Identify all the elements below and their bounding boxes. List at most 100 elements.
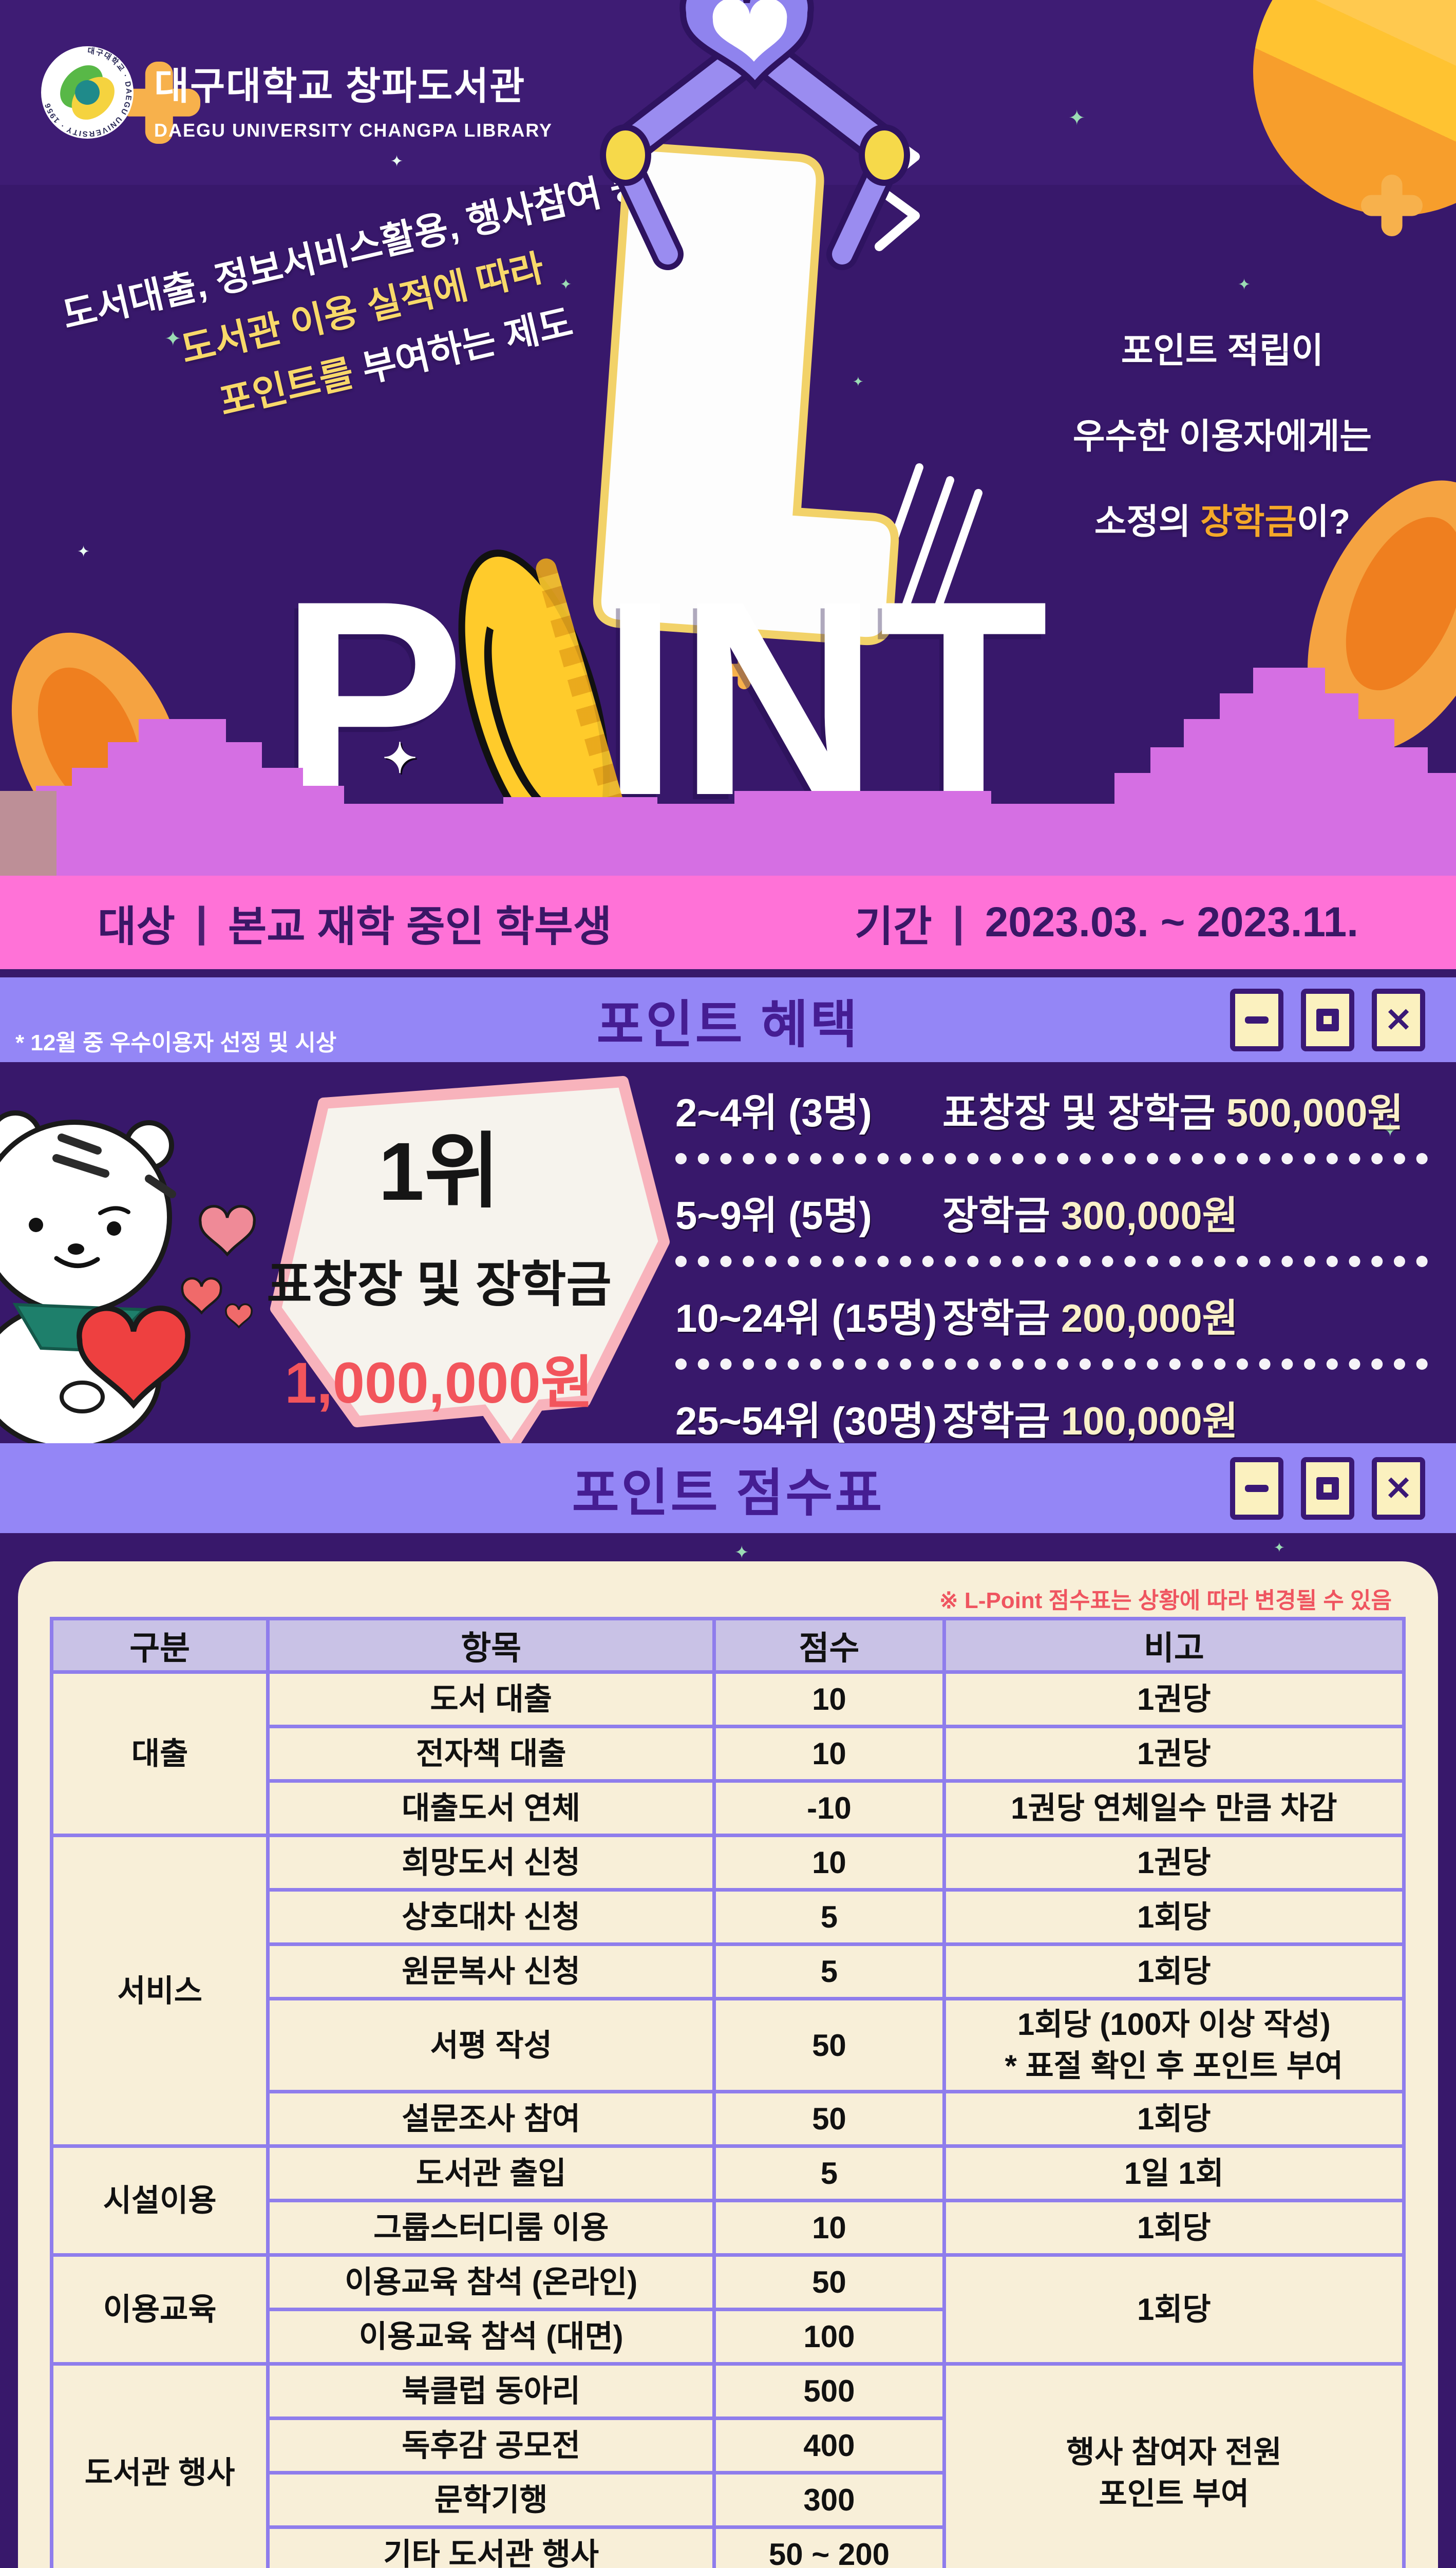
table-row: 설문조사 참여 50 1회당 [52,2090,1406,2148]
table-cell: 50 [712,2253,946,2311]
minimize-button[interactable] [1230,1457,1283,1520]
table-cell: 서평 작성 [266,1997,716,2093]
list-item: 25~54위 (30명) 장학금 100,000원 [675,1389,1428,1446]
table-cell: 1일 1회 [942,2144,1406,2202]
star-icon: ✦ [318,605,330,620]
table-cell: 문학기행 [266,2471,716,2529]
claw-machine-illustration [593,0,982,646]
logo-title: 대구대학교 창파도서관 [154,65,526,107]
pixel-mountain [503,797,657,807]
target-label: 대상 [98,903,175,950]
prize-text: 장학금 [942,1297,1061,1340]
table-cell: 400 [712,2416,946,2475]
rank-prize: 장학금 200,000원 [942,1287,1238,1343]
close-button[interactable]: ✕ [1372,988,1425,1051]
table-row: 기타 도서관 행사 50 ~ 200 [52,2525,1404,2568]
intro-line: 소정의 장학금이? [1027,479,1417,565]
table-cell: 도서관 출입 [266,2144,716,2202]
close-button[interactable]: ✕ [1372,1457,1425,1520]
table-row: 독후감 공모전 400 [52,2416,1404,2475]
target-value: 본교 재학 중인 학부생 [228,903,612,950]
table-cell: 설문조사 참여 [266,2090,716,2148]
star-icon: ✦ [1274,1540,1285,1555]
table-cell: 500 [712,2362,946,2420]
maximize-button[interactable] [1301,988,1354,1051]
star-icon: ✦ [734,1543,749,1562]
table-cell: 50 ~ 200 [712,2525,946,2568]
list-item: 2~4위 (3명) 표창장 및 장학금 500,000원 [675,1081,1428,1138]
period-label: 기간 [854,903,932,950]
table-row: 전자책 대출 10 1권당 [52,1725,1406,1783]
maximize-button[interactable] [1301,1457,1354,1520]
table-row: 대출도서 연체 -10 1권당 연체일수 만큼 차감 [52,1779,1406,1837]
table-cell: 도서 대출 [266,1670,716,1728]
table-row: 서평 작성 50 1회당 (100자 이상 작성) * 표절 확인 후 포인트 부여 [52,1997,1406,2093]
table-cell: 도서관 행사 [49,2362,270,2568]
table-row: 대출 도서 대출 10 1권당 [49,1670,1406,1837]
pixel-mountain [734,791,991,806]
intro-text-right: 포인트 적립이 우수한 이용자에게는 소정의 장학금이? [1027,308,1417,565]
list-item: 10~24위 (15명) 장학금 200,000원 [675,1287,1428,1343]
table-cell: 이용교육 참석 (온라인) [266,2253,716,2311]
brand-letter-P: P [280,543,465,853]
table-cell: 대출 [49,1670,270,1837]
table-row: 그룹스터디룸 이용 10 1회당 [52,2199,1406,2257]
scoreboard-title: 포인트 점수표 [572,1464,884,1522]
first-prize: 표창장 및 장학금 [267,1257,612,1312]
window-controls: ✕ [1230,988,1425,1051]
period-value: 2023.03. ~ 2023.11. [985,899,1358,946]
rank-label: 5~9위 (5명) [675,1194,872,1238]
table-cell: 시설이용 [49,2144,270,2257]
table-column-header: 항목 [266,1617,716,1674]
minimize-icon [1245,1484,1269,1492]
pixel-mountain [0,791,56,878]
table-cell: 서비스 [49,1834,270,2148]
first-rank: 1위 [378,1125,500,1217]
table-cell: 1회당 [942,1942,1406,2000]
star-icon: ✦ [164,328,182,350]
table-cell: 1회당 (100자 이상 작성) * 표절 확인 후 포인트 부여 [942,1997,1406,2093]
prize-amount: 100,000원 [1061,1400,1238,1443]
prize-text: 장학금 [942,1194,1061,1238]
prize-amount: 300,000원 [1061,1194,1238,1238]
period-group: 기간 | 2023.03. ~ 2023.11. [855,892,1358,953]
table-cell: 5 [712,1888,946,1946]
first-amount: 1,000,000원 [285,1351,594,1415]
ranking-list: 2~4위 (3명) 표창장 및 장학금 500,000원 5~9위 (5명) 장… [675,1081,1428,1492]
benefits-note: * 12월 중 우수이용자 선정 및 시상 [15,1030,337,1055]
star-icon: ✦ [560,276,572,292]
table-cell: 1권당 [942,1670,1406,1728]
table-cell: 5 [712,1942,946,2000]
separator: | [195,899,207,946]
star-icon: ✦ [1007,620,1018,636]
table-row: 이용교육 참석 (대면) 100 [52,2308,1404,2366]
table-row: 서비스 희망도서 신청 10 1권당 [49,1834,1406,2148]
table-cell: 1회당 [942,2253,1406,2366]
close-icon: ✕ [1385,1001,1412,1038]
minimize-button[interactable] [1230,988,1283,1051]
benefits-header-bar: 포인트 혜택 * 12월 중 우수이용자 선정 및 시상 ✕ [0,977,1456,1062]
benefits-title: 포인트 혜택 [596,996,860,1053]
table-row: 도서관 행사 북클럽 동아리 500 행사 참여자 전원 포인트 부여 [49,2362,1406,2568]
window-controls: ✕ [1230,1457,1425,1520]
star-icon: ✦ [1068,107,1086,129]
table-cell: 그룹스터디룸 이용 [266,2199,716,2257]
target-group: 대상 | 본교 재학 중인 학부생 [98,892,612,953]
logo-subtitle: DAEGU UNIVERSITY CHANGPA LIBRARY [154,120,553,141]
table-cell: 독후감 공모전 [266,2416,716,2475]
dotted-divider [675,1357,1428,1370]
table-cell: 북클럽 동아리 [266,2362,716,2420]
table-cell: 전자책 대출 [266,1725,716,1783]
prize-amount: 200,000원 [1061,1297,1238,1340]
table-cell: 대출도서 연체 [266,1779,716,1837]
pixel-mountain [0,804,1456,878]
intro-line-pre: 소정의 [1094,502,1201,542]
rank-prize: 장학금 100,000원 [942,1389,1238,1446]
pixel-mountain [1114,773,1456,804]
pixel-mountain [1184,719,1394,750]
brand-wordmark: P INT [280,533,1048,875]
table-cell: 행사 참여자 전원 포인트 부여 [942,2362,1406,2568]
prize-amount: 500,000원 [1226,1091,1404,1135]
table-column-header: 점수 [712,1617,946,1674]
table-cell: 10 [712,1670,946,1728]
